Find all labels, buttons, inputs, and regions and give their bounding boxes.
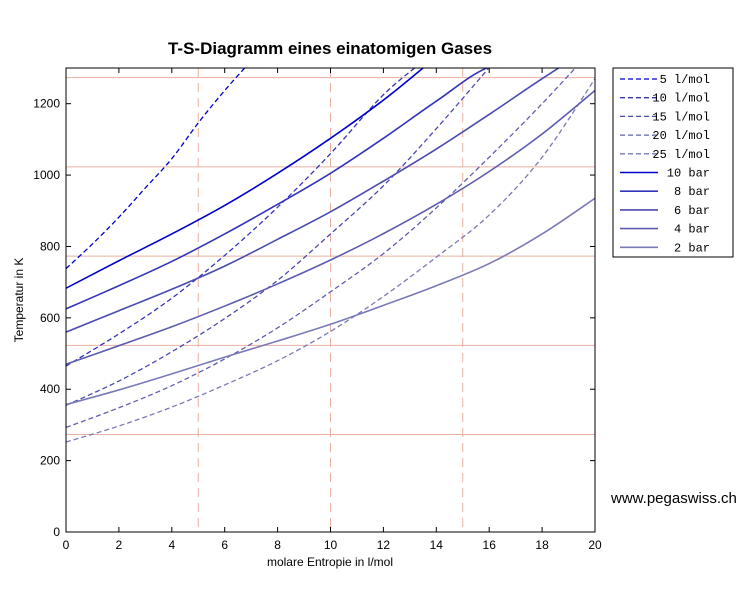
series-line-10-l-mol (66, 68, 416, 367)
legend-label: 4 bar (674, 223, 710, 237)
y-tick-label: 1200 (33, 97, 60, 111)
series-line-6-bar (66, 68, 561, 333)
legend-label: 6 bar (674, 204, 710, 218)
series-line-4-bar (66, 89, 595, 366)
x-tick-label: 8 (274, 538, 281, 552)
x-tick-label: 16 (483, 538, 497, 552)
series-group (66, 68, 595, 443)
legend-label: 10 l/mol (652, 92, 710, 106)
legend-label: 10 bar (667, 167, 710, 181)
y-axis-label: Temperatur in K (12, 258, 26, 343)
chart-title: T-S-Diagramm eines einatomigen Gases (168, 39, 492, 58)
y-tick-label: 400 (40, 382, 60, 396)
legend-box (612, 67, 734, 258)
x-tick-label: 20 (588, 538, 602, 552)
y-tick-label: 800 (40, 239, 60, 253)
x-tick-label: 0 (63, 538, 70, 552)
series-line-15-l-mol (66, 68, 490, 406)
legend: 5 l/mol 10 l/mol 15 l/mol 20 l/mol 25 l/mol 1… (620, 73, 710, 255)
watermark-text: www.pegaswiss.ch (610, 490, 737, 507)
x-tick-label: 2 (116, 538, 123, 552)
series-line-8-bar (66, 68, 489, 310)
series-line-10-bar (66, 68, 424, 289)
y-tick-label: 1000 (33, 168, 60, 182)
legend-label: 5 l/mol (660, 73, 710, 87)
series-line-20-l-mol (66, 68, 577, 429)
y-tick-label: 0 (53, 525, 60, 539)
y-tick-label: 600 (40, 311, 60, 325)
legend-label: 8 bar (674, 185, 710, 199)
y-tick-label: 200 (40, 454, 60, 468)
x-tick-label: 6 (221, 538, 228, 552)
legend-label: 2 bar (674, 241, 710, 255)
series-line-2-bar (66, 197, 595, 406)
x-tick-label: 10 (324, 538, 338, 552)
series-line-25-l-mol (66, 78, 595, 443)
x-tick-label: 4 (168, 538, 175, 552)
x-tick-label: 12 (377, 538, 391, 552)
x-tick-label: 14 (430, 538, 444, 552)
x-tick-label: 18 (535, 538, 549, 552)
legend-label: 25 l/mol (652, 148, 710, 162)
legend-label: 20 l/mol (652, 129, 710, 143)
series-line-5-l-mol (66, 68, 246, 270)
x-axis-label: molare Entropie in l/mol (267, 555, 393, 569)
legend-label: 15 l/mol (652, 110, 710, 124)
